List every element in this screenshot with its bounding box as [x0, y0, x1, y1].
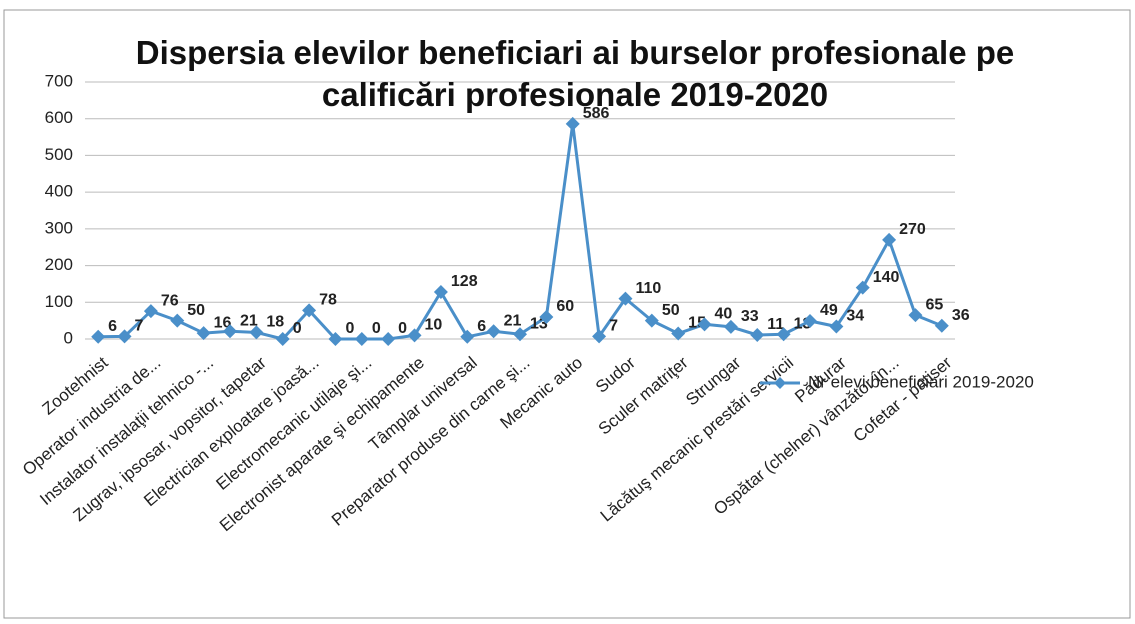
marker [697, 317, 712, 332]
data-label: 21 [240, 313, 258, 330]
marker [750, 327, 765, 342]
marker [407, 328, 422, 343]
data-label: 76 [161, 292, 179, 309]
marker [513, 327, 527, 342]
marker [486, 324, 501, 339]
data-label: 78 [319, 292, 337, 309]
data-label: 0 [345, 320, 354, 337]
x-tick-label: Sudor [592, 353, 639, 397]
marker [618, 291, 633, 306]
series-line [98, 123, 943, 341]
marker [882, 232, 897, 247]
y-tick-label: 100 [45, 292, 73, 311]
data-label: 0 [372, 320, 381, 337]
marker [223, 324, 237, 339]
marker [460, 329, 475, 344]
y-tick-label: 700 [45, 71, 73, 90]
marker [855, 280, 870, 295]
marker [908, 308, 923, 323]
marker [381, 332, 396, 346]
chart-border [3, 9, 1131, 619]
data-label: 34 [846, 308, 864, 325]
y-tick-label: 200 [45, 255, 73, 274]
data-label: 65 [925, 296, 943, 313]
y-tick-label: 0 [64, 328, 73, 347]
legend-label: Nr elevi beneficiari 2019-2020 [808, 372, 1034, 391]
marker [592, 329, 607, 344]
marker [829, 319, 844, 334]
marker [302, 303, 317, 318]
data-label: 40 [715, 306, 733, 323]
marker [354, 332, 369, 346]
data-label: 128 [451, 273, 478, 290]
data-label: 7 [135, 318, 144, 335]
data-label: 18 [266, 314, 284, 331]
data-label: 0 [293, 320, 302, 337]
marker [196, 326, 211, 341]
data-label: 21 [504, 313, 522, 330]
marker [143, 304, 158, 319]
marker [539, 309, 554, 324]
chart-title: Dispersia elevilor beneficiari ai bursel… [135, 34, 1015, 113]
marker [776, 327, 791, 342]
marker [433, 285, 448, 300]
data-label: 6 [108, 318, 117, 335]
data-label: 10 [425, 317, 443, 334]
data-label: 50 [662, 302, 680, 319]
y-tick-label: 600 [45, 108, 73, 127]
data-label: 7 [609, 318, 618, 335]
marker [644, 313, 659, 328]
x-tick-label: Lăcătuş mecanic prestări servicii [597, 353, 797, 525]
data-label: 0 [398, 320, 407, 337]
y-tick-label: 400 [45, 182, 73, 201]
marker [91, 329, 106, 344]
marker [117, 329, 132, 344]
data-label: 50 [187, 302, 205, 319]
marker [249, 325, 264, 340]
y-tick-label: 500 [45, 145, 73, 164]
marker [170, 313, 185, 328]
data-label: 33 [741, 308, 759, 325]
marker [934, 318, 949, 333]
data-label: 11 [767, 316, 784, 333]
marker [671, 326, 686, 341]
data-label: 110 [635, 280, 661, 297]
data-label: 60 [556, 298, 574, 315]
legend-marker [774, 377, 786, 389]
marker [803, 314, 817, 329]
x-tick-label: Cofetar - patiser [850, 353, 956, 446]
data-label: 49 [820, 302, 838, 319]
y-tick-label: 300 [45, 218, 73, 237]
x-tick-label: Sculer matriţer [595, 353, 692, 439]
data-label: 270 [899, 221, 926, 238]
data-label: 16 [214, 314, 232, 331]
marker [723, 319, 738, 334]
data-label: 140 [873, 269, 900, 286]
marker [275, 332, 290, 346]
data-label: 36 [952, 307, 970, 324]
data-label: 586 [583, 105, 610, 122]
marker [328, 332, 343, 346]
marker [565, 116, 580, 131]
data-label: 6 [477, 318, 486, 335]
